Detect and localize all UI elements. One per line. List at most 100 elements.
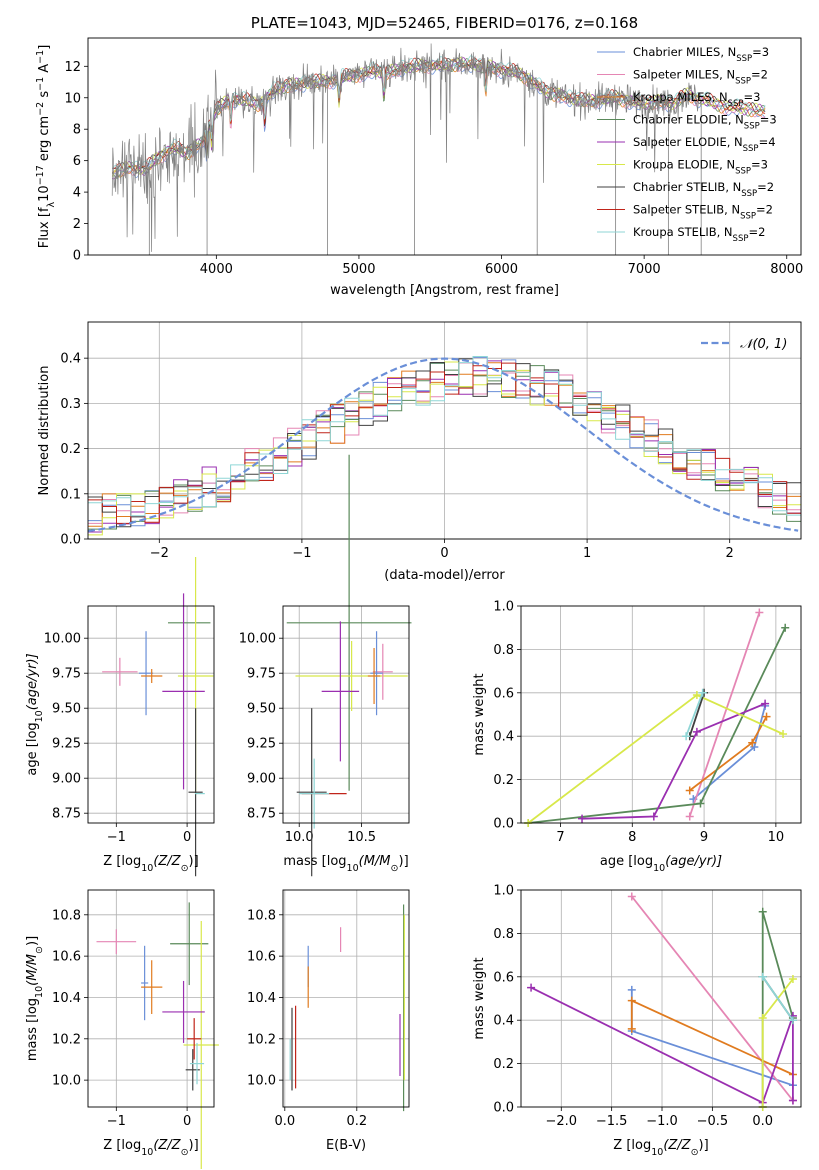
x-axis-label-part-3: ⊙ — [181, 1147, 189, 1158]
weight-series-line — [688, 692, 705, 737]
weight-point-marker — [627, 996, 636, 1005]
x-axis-label-part-1: 10 — [651, 1147, 663, 1158]
weight-point-marker — [578, 814, 587, 823]
x-axis-label-part-3: ⊙ — [391, 863, 399, 874]
legend-entry: 𝒩(0, 1) — [740, 337, 787, 352]
y-axis-label-part-6: s — [37, 91, 52, 102]
y-tick-label: 12 — [64, 60, 81, 75]
axes-frame — [282, 889, 410, 1108]
y-axis-label-part-5: −2 — [35, 102, 46, 116]
weight-point-marker — [692, 690, 701, 699]
legend-sub: SSP — [741, 189, 757, 199]
x-tick-label: −1 — [107, 1114, 126, 1129]
x-tick-label: 7 — [556, 830, 564, 845]
y-axis-label: mass [log10(M/M⊙)] — [25, 936, 45, 1061]
x-axis-label-part-2: (age/yr)] — [665, 854, 722, 869]
y-tick-label: 8.75 — [247, 807, 276, 822]
legend-entry: Kroupa MILES, NSSP=3 — [633, 90, 760, 109]
weight-point-marker — [682, 732, 691, 741]
y-tick-label: 0.4 — [493, 730, 514, 745]
residual-histogram — [88, 358, 801, 528]
x-axis-label-part-4: )] — [189, 854, 199, 869]
weight-point-marker — [685, 786, 694, 795]
y-tick-label: 10.8 — [52, 908, 81, 923]
x-axis-label-part-2: (Z/Z — [153, 854, 181, 869]
normal-distribution-curve — [87, 357, 799, 533]
x-axis-label: (data-model)/error — [384, 568, 505, 583]
y-tick-label: 9.50 — [247, 702, 276, 717]
x-tick-label: 0 — [440, 546, 448, 561]
y-tick-label: 0.2 — [493, 773, 514, 788]
legend-sub: SSP — [744, 122, 760, 132]
weight-point-marker — [692, 727, 701, 736]
y-tick-label: 0 — [73, 249, 81, 264]
legend-label: Salpeter MILES, N — [633, 68, 735, 82]
weight-point-marker — [788, 1016, 797, 1025]
chart-title: PLATE=1043, MJD=52465, FIBERID=0176, z=0… — [251, 14, 638, 32]
weight-series-line — [581, 702, 766, 820]
x-axis-label: Z [log10(Z/Z⊙)] — [613, 1138, 708, 1158]
x-tick-label: 0 — [183, 1114, 191, 1129]
y-tick-label: 10 — [64, 91, 81, 106]
x-axis-label: E(B-V) — [326, 1138, 366, 1153]
y-tick-label: 9.00 — [247, 772, 276, 787]
weight-vs-metallicity-panel: −2.0 −1.5 −1.0 −0.5 0.0 0.0 0.2 0.4 0.6 0.8 1.0 Z [… — [472, 884, 802, 1158]
x-axis-label-part-0: Z [log — [103, 1138, 141, 1153]
y-tick-label: 0.4 — [493, 1014, 514, 1029]
y-tick-label: 2 — [73, 217, 81, 232]
y-tick-label: 0.6 — [493, 686, 514, 701]
axes-frame — [87, 321, 802, 540]
x-tick-label: 0.0 — [752, 1114, 773, 1129]
legend-label: Kroupa STELIB, N — [633, 225, 733, 239]
legend-label: Salpeter ELODIE, N — [633, 135, 743, 149]
y-axis-label-part-8: A — [37, 64, 52, 77]
x-tick-label: −0.5 — [697, 1114, 729, 1129]
legend-tail: =4 — [759, 135, 776, 149]
legend-label: Chabrier ELODIE, N — [633, 113, 744, 127]
x-axis-label-part-4: )] — [189, 1138, 199, 1153]
y-axis-label-part-0: mass [log — [25, 998, 40, 1061]
legend-label: Chabrier STELIB, N — [633, 180, 741, 194]
weight-point-marker — [649, 812, 658, 821]
weight-point-marker — [627, 985, 636, 994]
y-axis-label-part-9: −1 — [35, 50, 46, 64]
legend-tail: =3 — [760, 113, 777, 127]
y-tick-label: 9.25 — [247, 737, 276, 752]
x-tick-label: −1.5 — [596, 1114, 628, 1129]
x-axis-label-part-0: mass [log — [283, 854, 346, 869]
model-spectrum-line — [111, 57, 766, 174]
x-tick-label: 5000 — [342, 262, 375, 277]
weight-point-marker — [788, 1096, 797, 1105]
weight-point-marker — [761, 699, 770, 708]
legend-tail: =2 — [757, 180, 774, 194]
age-vs-mass-panel: 10.0 10.5 8.75 9.00 9.25 9.50 9.75 10.00 mass [l… — [239, 454, 412, 877]
weight-point-marker — [750, 743, 759, 752]
x-axis-label: mass [log10(M/M⊙)] — [283, 854, 408, 874]
legend-sub: SSP — [736, 54, 752, 64]
y-tick-label: 0.2 — [493, 1057, 514, 1072]
weight-point-marker — [685, 812, 694, 821]
y-tick-label: 0.0 — [493, 817, 514, 832]
x-axis-label-part-2: (M/M — [359, 854, 391, 869]
y-tick-label: 10.00 — [44, 632, 81, 647]
legend-sub: SSP — [735, 167, 751, 177]
y-tick-label: 9.25 — [52, 737, 81, 752]
legend-tail: =3 — [743, 90, 760, 104]
y-axis-label-part-10: ] — [37, 45, 52, 50]
x-axis-label-part-0: Z [log — [103, 854, 141, 869]
y-tick-label: 9.75 — [247, 667, 276, 682]
weight-point-marker — [779, 730, 788, 739]
x-axis-label-part-3: ⊙ — [181, 863, 189, 874]
y-axis-label: Flux [fλ10−17 erg cm−2 s−1 A−1] — [35, 45, 57, 249]
x-tick-label: 0 — [183, 830, 191, 845]
weight-series-line — [631, 895, 794, 1102]
x-tick-label: 0.0 — [274, 1114, 295, 1129]
y-tick-label: 0.3 — [60, 397, 81, 412]
y-axis-label-part-7: −1 — [35, 77, 46, 91]
y-tick-label: 10.2 — [247, 1032, 276, 1047]
legend-label: Kroupa ELODIE, N — [633, 158, 735, 172]
x-axis-label-part-2: (Z/Z — [663, 1138, 691, 1153]
residual-histogram — [88, 356, 801, 517]
weight-series-line — [761, 976, 794, 1021]
